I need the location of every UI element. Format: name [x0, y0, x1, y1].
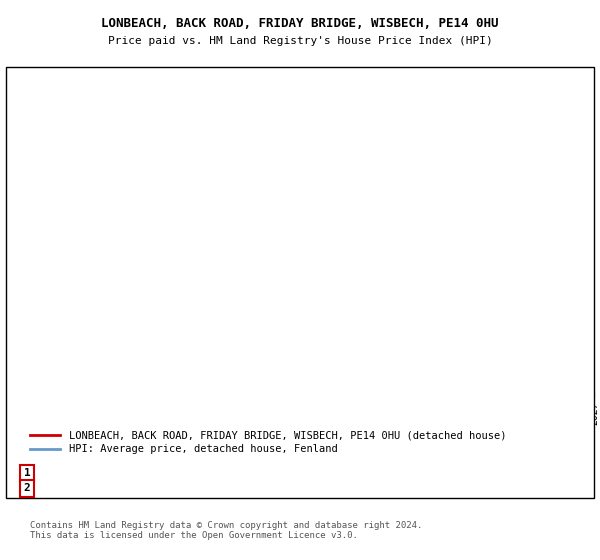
Text: HPI: Average price, detached house, Fenland: HPI: Average price, detached house, Fenl… — [69, 444, 338, 454]
Text: 04-JAN-2011: 04-JAN-2011 — [60, 468, 134, 478]
Text: Contains HM Land Registry data © Crown copyright and database right 2024.
This d: Contains HM Land Registry data © Crown c… — [30, 521, 422, 540]
Text: 41% ↑ HPI: 41% ↑ HPI — [300, 483, 361, 493]
Text: £415,000: £415,000 — [180, 483, 234, 493]
Text: 7% ↓ HPI: 7% ↓ HPI — [300, 468, 354, 478]
Text: Price paid vs. HM Land Registry's House Price Index (HPI): Price paid vs. HM Land Registry's House … — [107, 36, 493, 46]
Text: 1: 1 — [23, 468, 31, 478]
Text: 15-FEB-2024: 15-FEB-2024 — [60, 483, 134, 493]
Text: 1: 1 — [332, 93, 341, 106]
Text: LONBEACH, BACK ROAD, FRIDAY BRIDGE, WISBECH, PE14 0HU: LONBEACH, BACK ROAD, FRIDAY BRIDGE, WISB… — [101, 17, 499, 30]
Text: 2: 2 — [23, 483, 31, 493]
Text: £160,000: £160,000 — [180, 468, 234, 478]
Text: LONBEACH, BACK ROAD, FRIDAY BRIDGE, WISBECH, PE14 0HU (detached house): LONBEACH, BACK ROAD, FRIDAY BRIDGE, WISB… — [69, 430, 506, 440]
Text: 2: 2 — [543, 93, 552, 106]
